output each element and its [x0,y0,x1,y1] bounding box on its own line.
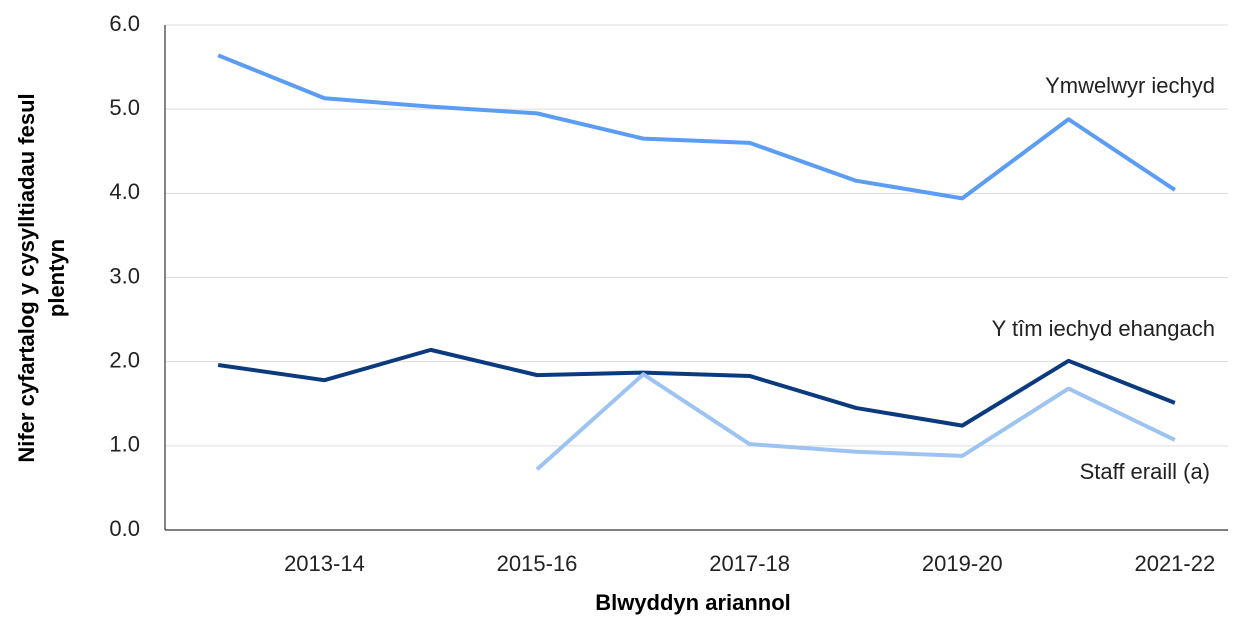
y-axis-label: plentyn [44,239,69,317]
y-tick-label: 3.0 [109,263,140,288]
y-tick-label: 6.0 [109,11,140,36]
series-line [217,347,1176,428]
series-label: Staff eraill (a) [1080,459,1210,484]
y-tick-label: 4.0 [109,179,140,204]
series-label: Y tîm iechyd ehangach [992,316,1215,341]
x-tick-label: 2019-20 [922,551,1003,576]
series-line [217,53,1176,201]
x-tick-label: 2015-16 [497,551,578,576]
x-axis-label: Blwyddyn ariannol [595,590,791,615]
y-tick-label: 1.0 [109,432,140,457]
x-tick-label: 2017-18 [709,551,790,576]
y-axis-label: Nifer cyfartalog y cysylltiadau fesul [14,93,39,462]
x-tick-label: 2021-22 [1134,551,1215,576]
y-tick-label: 2.0 [109,347,140,372]
x-tick-label: 2013-14 [284,551,365,576]
y-tick-label: 0.0 [109,516,140,541]
series-line [535,372,1176,471]
series-label: Ymwelwyr iechyd [1045,73,1215,98]
y-tick-label: 5.0 [109,95,140,120]
